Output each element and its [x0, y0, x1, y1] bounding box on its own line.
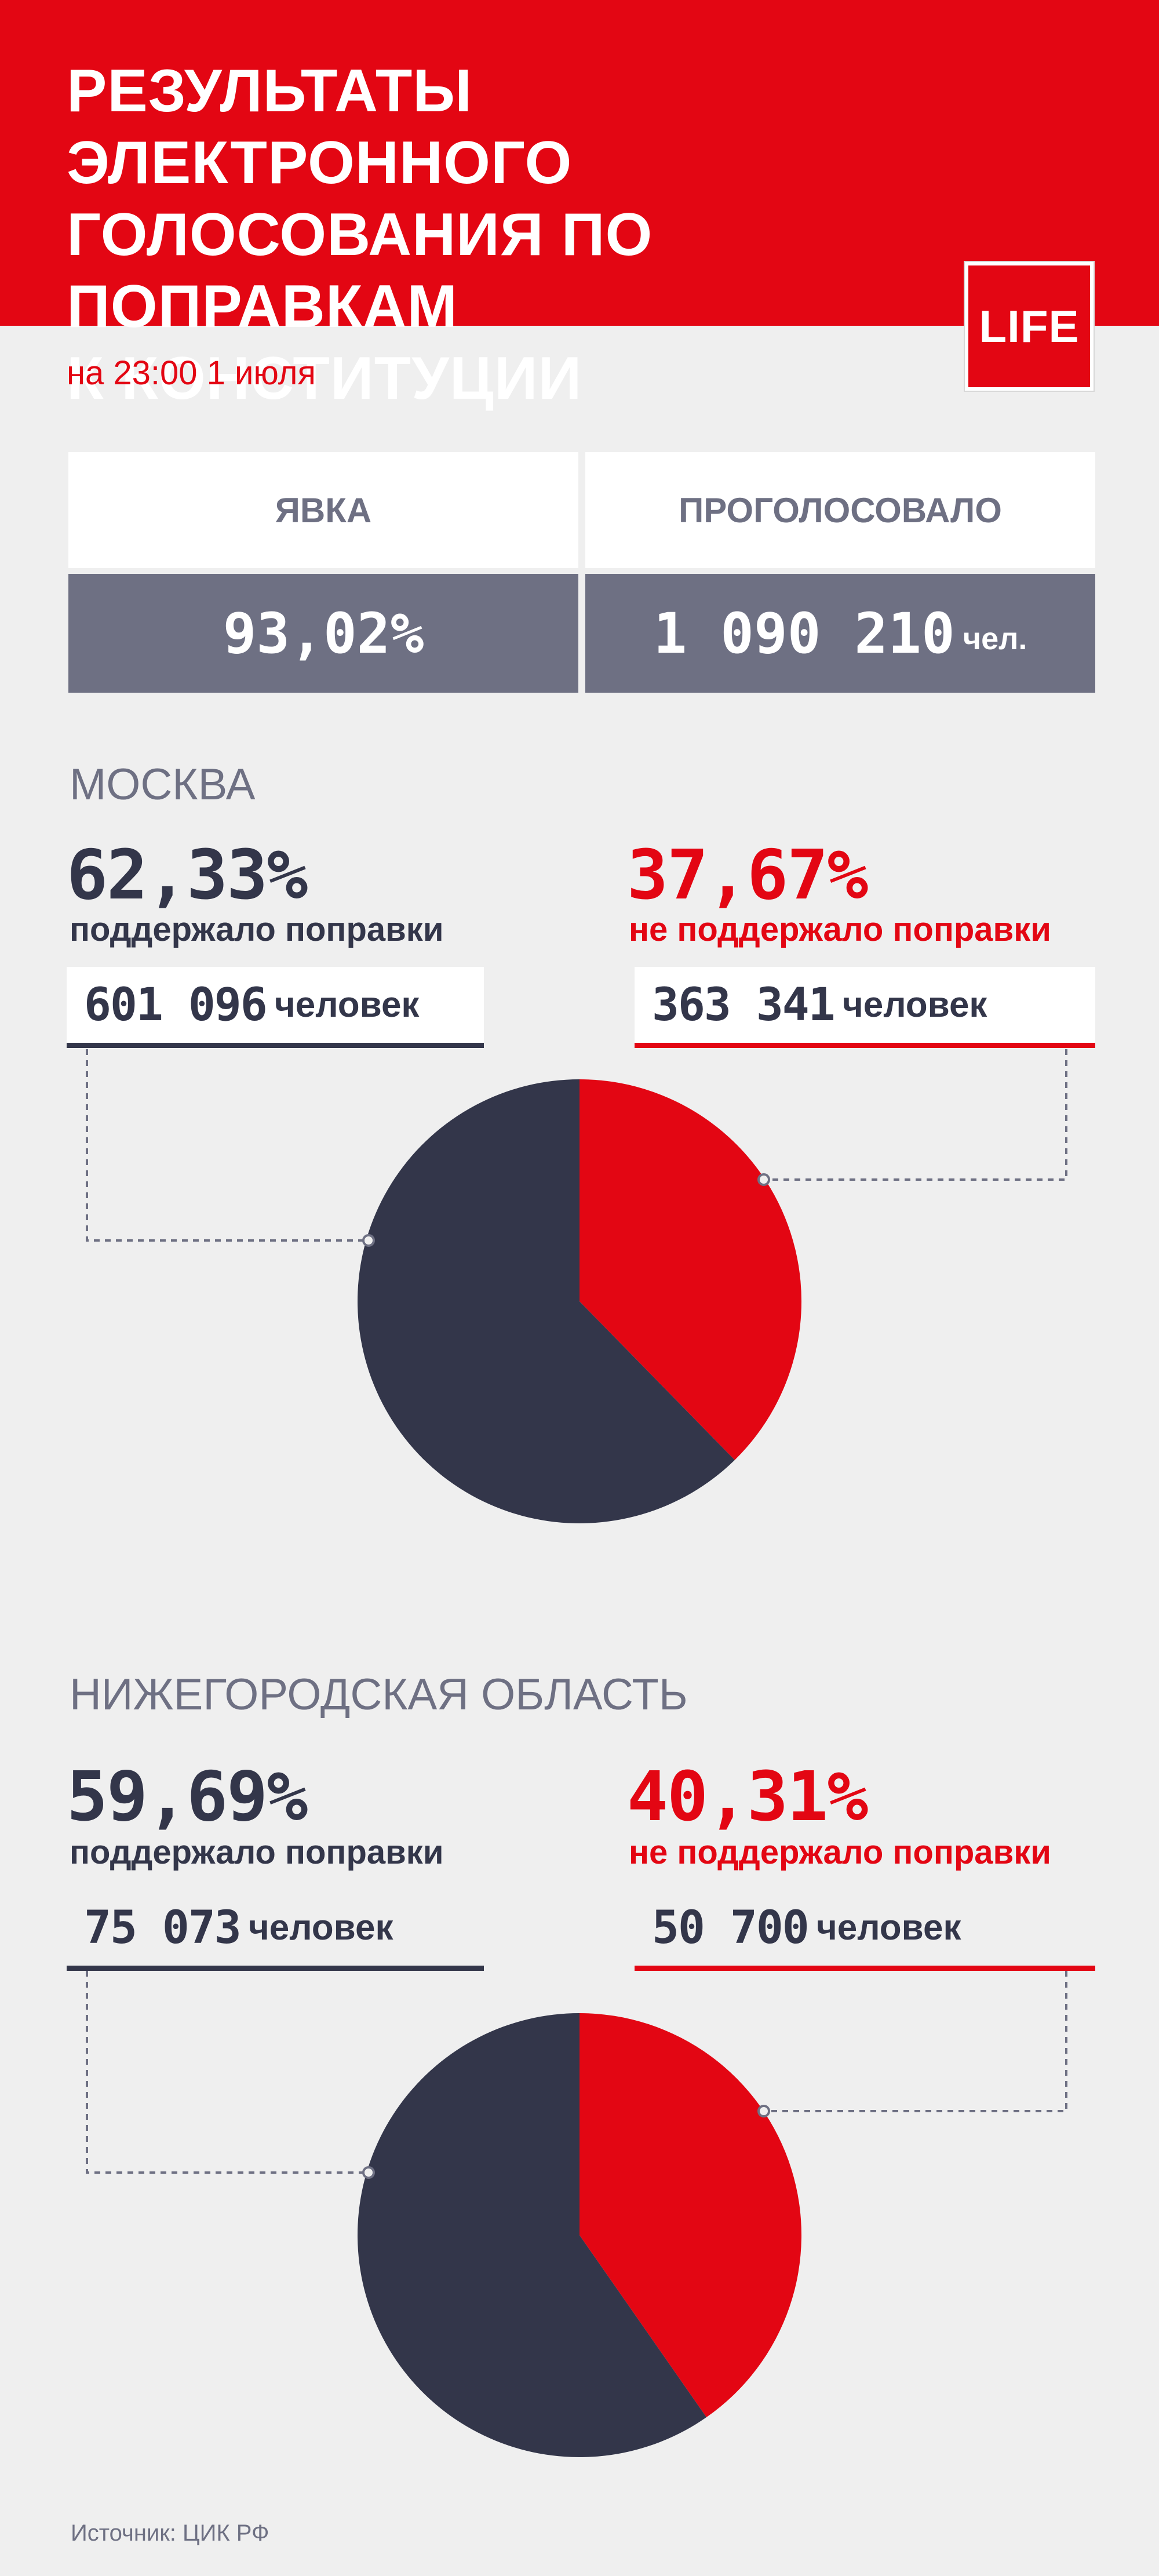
count-unit: человек	[816, 1908, 961, 1948]
header-banner: Результаты электронного голосования по п…	[0, 0, 1159, 412]
support-connector	[86, 1971, 366, 2174]
against-connector	[764, 1049, 1067, 1181]
against-count: 50 700	[652, 1901, 810, 1954]
against-percent: 40,31%	[627, 1756, 868, 1836]
region-title: Нижегородская область	[70, 1670, 688, 1719]
title-line: голосования по поправкам	[67, 201, 653, 340]
support-count: 601 096	[84, 978, 268, 1031]
voted-unit: чел.	[963, 621, 1027, 656]
connector-dot	[757, 2105, 770, 2117]
pie-slice-against	[580, 2013, 802, 2418]
against-label: не поддержало поправки	[629, 1833, 1051, 1871]
connector-dot	[757, 1173, 770, 1186]
logo-text: LIFE	[979, 300, 1080, 352]
pie-slice-support	[357, 1079, 735, 1524]
against-count: 363 341	[652, 978, 836, 1031]
region-title: Москва	[70, 760, 256, 809]
turnout-value: 93,02%	[223, 601, 424, 666]
connector-lines-nizhny	[86, 1971, 1067, 2174]
against-label: не поддержало поправки	[629, 911, 1051, 948]
pie-chart-nizhny	[357, 2013, 802, 2457]
support-label: поддержало поправки	[70, 1833, 444, 1871]
against-connector	[764, 1971, 1067, 2112]
against-percent: 37,67%	[627, 835, 868, 915]
count-unit: человек	[274, 985, 420, 1025]
pie-chart-moscow	[357, 1079, 801, 1524]
support-count-box: 601 096 человек	[67, 967, 484, 1048]
title-line: к конституции	[67, 345, 582, 412]
turnout-value-box: 93,02%	[68, 574, 578, 693]
source-note: Источник: ЦИК РФ	[71, 2520, 269, 2546]
page-title: Результаты электронного голосования по п…	[67, 55, 994, 414]
life-logo: LIFE	[965, 262, 1094, 391]
voted-value-box: 1 090 210 чел.	[585, 574, 1095, 693]
connector-lines-moscow	[86, 1049, 1067, 1242]
count-unit: человек	[248, 1908, 393, 1948]
title-line: Результаты электронного	[67, 57, 573, 197]
against-count-box: 50 700 человек	[635, 1890, 1095, 1971]
support-count-box: 75 073 человек	[67, 1890, 484, 1971]
connector-dots	[362, 1173, 770, 2179]
support-count: 75 073	[84, 1901, 242, 1954]
count-unit: человек	[842, 985, 987, 1025]
support-percent: 59,69%	[67, 1756, 308, 1836]
against-count-box: 363 341 человек	[635, 967, 1095, 1048]
connector-dot	[362, 2166, 375, 2179]
support-label: поддержало поправки	[70, 911, 444, 948]
connector-dot	[362, 1234, 375, 1247]
voted-header: Проголосовало	[585, 452, 1095, 568]
timestamp-subtitle: на 23:00 1 июля	[67, 354, 316, 392]
support-connector	[86, 1049, 366, 1242]
support-percent: 62,33%	[67, 835, 308, 915]
pie-slice-against	[580, 1079, 801, 1460]
pie-slice-support	[357, 2013, 707, 2457]
voted-value: 1 090 210	[653, 601, 955, 666]
turnout-header: Явка	[68, 452, 578, 568]
